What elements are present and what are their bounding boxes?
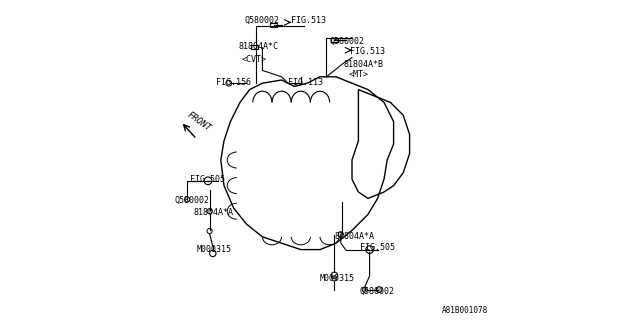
Text: Q580002: Q580002 bbox=[174, 196, 209, 204]
Text: <CVT>: <CVT> bbox=[242, 55, 267, 64]
Text: FIG.156: FIG.156 bbox=[216, 78, 251, 87]
Text: M000315: M000315 bbox=[197, 245, 232, 254]
Text: 81804A*A: 81804A*A bbox=[193, 208, 234, 217]
Text: FIG.513: FIG.513 bbox=[291, 16, 326, 25]
Text: FIG.513: FIG.513 bbox=[351, 47, 385, 56]
Text: A81B001078: A81B001078 bbox=[442, 306, 488, 315]
Text: FIG.505: FIG.505 bbox=[360, 244, 395, 252]
Bar bbox=[270, 23, 278, 27]
Text: 81804A*A: 81804A*A bbox=[334, 232, 374, 241]
Text: FRONT: FRONT bbox=[186, 110, 212, 133]
Text: Q580002: Q580002 bbox=[330, 37, 365, 46]
Bar bbox=[251, 45, 258, 49]
Text: 81804A*B: 81804A*B bbox=[344, 60, 384, 68]
Text: Q580002: Q580002 bbox=[245, 16, 280, 25]
Text: 81804A*C: 81804A*C bbox=[239, 42, 278, 51]
Text: FIG.505: FIG.505 bbox=[191, 175, 225, 184]
Text: FIG.113: FIG.113 bbox=[288, 78, 323, 87]
Text: Q580002: Q580002 bbox=[360, 287, 395, 296]
Text: M000315: M000315 bbox=[320, 274, 355, 283]
Bar bbox=[331, 38, 338, 42]
Text: <MT>: <MT> bbox=[349, 70, 369, 79]
